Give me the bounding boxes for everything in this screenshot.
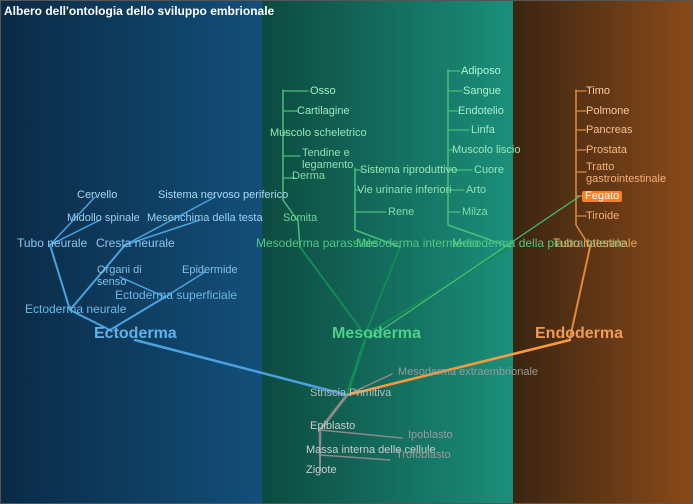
node-sangue: Sangue bbox=[463, 86, 501, 97]
node-derma: Derma bbox=[292, 171, 325, 182]
node-ipoblasto: Ipoblasto bbox=[408, 430, 453, 441]
node-tendine: Tendine e legamento bbox=[302, 148, 362, 171]
node-tubo_n: Tubo neurale bbox=[17, 237, 87, 249]
node-snp: Sistema nervoso periferico bbox=[158, 190, 288, 201]
node-epiblasto: Epiblasto bbox=[310, 421, 355, 432]
node-milza: Milza bbox=[462, 207, 488, 218]
node-zigote: Zigote bbox=[306, 465, 337, 476]
node-polmone: Polmone bbox=[586, 106, 629, 117]
node-ecto_neur: Ectoderma neurale bbox=[25, 303, 126, 315]
node-mliscio: Muscolo liscio bbox=[452, 145, 520, 156]
node-tiroide: Tiroide bbox=[586, 211, 619, 222]
node-mesen: Mesenchima della testa bbox=[147, 213, 263, 224]
node-mesoextra: Mesoderma extraembrionale bbox=[398, 367, 538, 378]
node-cresta: Cresta neurale bbox=[96, 237, 175, 249]
node-cervello: Cervello bbox=[77, 190, 117, 201]
node-ripro: Sistema riproduttivo bbox=[360, 165, 457, 176]
node-striscia: Striscia Primitiva bbox=[310, 388, 391, 399]
diagram-title: Albero dell'ontologia dello sviluppo emb… bbox=[4, 4, 274, 18]
node-mesoderma: Mesoderma bbox=[332, 326, 421, 342]
node-organi: Organi di senso bbox=[97, 265, 147, 288]
node-osso: Osso bbox=[310, 86, 336, 97]
node-gastro: Tratto gastrointestinale bbox=[586, 162, 676, 185]
node-trofo: Trofoblasto bbox=[396, 450, 451, 461]
node-rene: Rene bbox=[388, 207, 414, 218]
node-midollo: Midollo spinale bbox=[67, 213, 140, 224]
node-adiposo: Adiposo bbox=[461, 66, 501, 77]
node-linfa: Linfa bbox=[471, 125, 495, 136]
node-cuore: Cuore bbox=[474, 165, 504, 176]
node-muscschel: Muscolo scheletrico bbox=[270, 128, 367, 139]
node-urin: Vie urinarie inferiori bbox=[357, 185, 452, 196]
node-tubo_int: Tubo intestinale bbox=[553, 237, 637, 249]
diagram-stage: Albero dell'ontologia dello sviluppo emb… bbox=[0, 0, 693, 504]
node-timo: Timo bbox=[586, 86, 610, 97]
node-arto: Arto bbox=[466, 185, 486, 196]
node-somita: Somita bbox=[283, 213, 317, 224]
node-fegato: Fegato bbox=[582, 191, 622, 202]
node-endoderma: Endoderma bbox=[535, 326, 623, 342]
node-ecto_sup: Ectoderma superficiale bbox=[115, 289, 237, 301]
node-prostata: Prostata bbox=[586, 145, 627, 156]
node-epider: Epidermide bbox=[182, 265, 238, 276]
node-endot: Endotelio bbox=[458, 106, 504, 117]
node-cartil: Cartilagine bbox=[297, 106, 350, 117]
node-ectoderma: Ectoderma bbox=[94, 326, 177, 342]
node-pancreas: Pancreas bbox=[586, 125, 632, 136]
